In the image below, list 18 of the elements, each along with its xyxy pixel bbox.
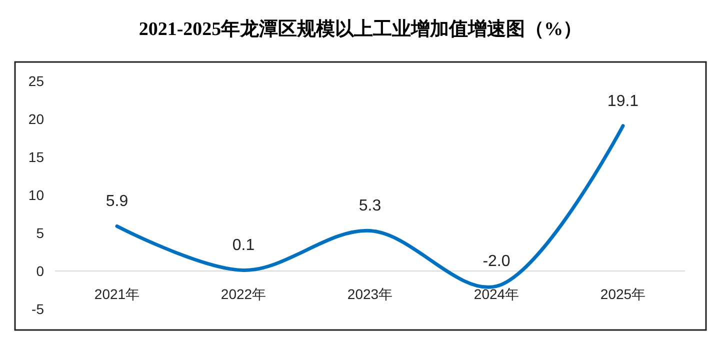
y-tick-label: -5 <box>32 300 44 317</box>
text: -2.0 <box>482 253 510 270</box>
x-tick-label: 2025年 <box>600 286 646 302</box>
chart-title: 2021-2025年龙潭区规模以上工业增加值增速图（%） <box>138 18 582 40</box>
y-tick-label: 25 <box>28 72 44 89</box>
x-tick-label: 2023年 <box>347 286 393 302</box>
y-tick-label: 5 <box>36 224 44 241</box>
y-tick-label: 0 <box>36 262 44 279</box>
text: 5.3 <box>358 198 382 215</box>
text: 5.9 <box>106 193 128 210</box>
y-tick-label: 15 <box>28 148 44 165</box>
text: 0.1 <box>232 237 255 254</box>
y-tick-label: 10 <box>28 186 44 203</box>
y-tick-label: 20 <box>28 110 44 127</box>
x-tick-label: 2021年 <box>94 286 140 302</box>
x-tick-label: 2022年 <box>220 286 266 302</box>
text: 19.1 <box>607 92 639 110</box>
x-tick-label: 2024年 <box>474 286 520 302</box>
